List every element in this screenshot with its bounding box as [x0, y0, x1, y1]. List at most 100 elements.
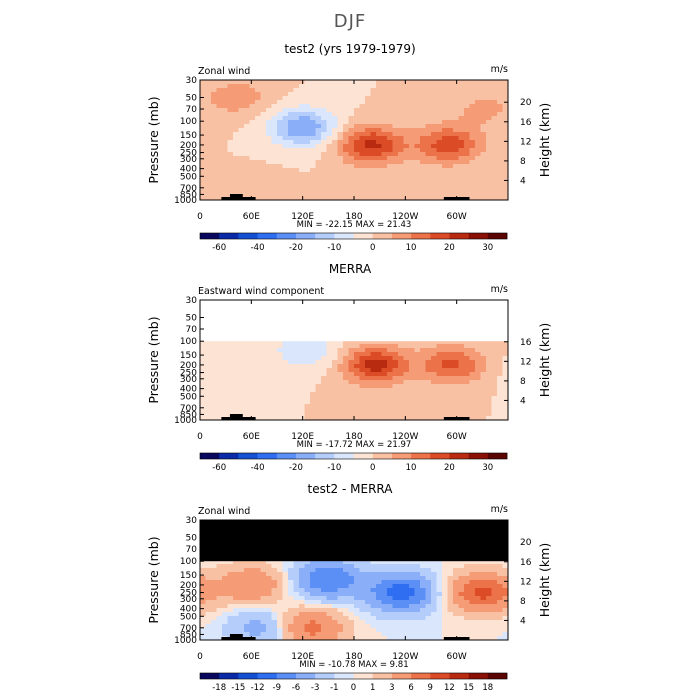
field-cell	[277, 584, 283, 589]
field-cell	[409, 156, 415, 161]
field-cell	[255, 408, 261, 413]
page-title: DJF	[334, 11, 367, 32]
field-cell	[387, 568, 393, 573]
field-cell	[480, 580, 487, 585]
field-cell	[222, 572, 228, 577]
field-cell	[486, 608, 492, 613]
field-cell	[205, 96, 212, 101]
field-cell	[447, 588, 454, 593]
field-cell	[288, 152, 294, 157]
field-cell	[315, 352, 322, 357]
field-cell	[447, 192, 454, 197]
field-cell	[332, 604, 338, 609]
field-cell	[398, 136, 404, 141]
field-cell	[486, 100, 492, 105]
field-cell	[227, 580, 234, 585]
field-cell	[326, 568, 333, 573]
field-cell	[227, 372, 234, 377]
field-cell	[381, 384, 388, 389]
field-cell	[282, 88, 289, 93]
field-cell	[222, 180, 228, 185]
field-cell	[266, 92, 272, 97]
field-cell	[249, 608, 256, 613]
field-cell	[376, 120, 382, 125]
field-cell	[200, 132, 206, 137]
field-cell	[425, 128, 432, 133]
colorbar-label: -20	[289, 243, 303, 253]
field-cell	[480, 152, 487, 157]
field-cell	[365, 372, 371, 377]
field-cell	[392, 412, 399, 417]
field-cell	[238, 356, 245, 361]
field-cell	[398, 396, 404, 401]
field-cell	[348, 408, 355, 413]
field-cell	[266, 364, 272, 369]
field-cell	[227, 132, 234, 137]
field-cell	[326, 560, 333, 565]
field-cell	[348, 96, 355, 101]
field-cell	[200, 388, 206, 393]
field-cell	[491, 616, 498, 621]
field-cell	[271, 196, 278, 201]
field-cell	[227, 380, 234, 385]
field-cell	[271, 408, 278, 413]
field-cell	[425, 168, 432, 173]
field-cell	[359, 148, 366, 153]
field-cell	[491, 144, 498, 149]
field-cell	[464, 612, 470, 617]
field-cell	[414, 372, 421, 377]
field-cell	[255, 160, 261, 165]
field-cell	[205, 140, 212, 145]
field-cell	[216, 124, 223, 129]
field-cell	[453, 572, 459, 577]
field-cell	[497, 592, 503, 597]
field-cell	[447, 108, 454, 113]
field-cell	[332, 88, 338, 93]
field-cell	[359, 116, 366, 121]
field-cell	[277, 592, 283, 597]
field-cell	[299, 356, 305, 361]
field-cell	[332, 176, 338, 181]
field-cell	[387, 168, 393, 173]
field-cell	[447, 368, 454, 373]
field-cell	[249, 148, 256, 153]
colorbar-label: -60	[212, 463, 226, 473]
field-cell	[249, 568, 256, 573]
field-cell	[365, 176, 371, 181]
field-cell	[431, 404, 437, 409]
field-cell	[244, 604, 250, 609]
field-cell	[381, 596, 388, 601]
field-cell	[205, 192, 212, 197]
field-cell	[337, 156, 344, 161]
field-cell	[277, 620, 283, 625]
field-cell	[211, 180, 217, 185]
field-cell	[233, 164, 239, 169]
field-cell	[288, 348, 294, 353]
field-cell	[211, 108, 217, 113]
field-cell	[238, 584, 245, 589]
field-cell	[343, 360, 349, 365]
colorbar-label: 0	[370, 463, 375, 473]
field-cell	[326, 416, 333, 421]
field-cell	[244, 360, 250, 365]
field-cell	[414, 84, 421, 89]
field-cell	[354, 148, 360, 153]
field-cell	[249, 192, 256, 197]
field-cell	[442, 384, 448, 389]
field-cell	[244, 348, 250, 353]
field-cell	[211, 416, 217, 421]
field-cell	[491, 600, 498, 605]
field-cell	[480, 392, 487, 397]
field-cell	[205, 588, 212, 593]
field-cell	[425, 368, 432, 373]
field-cell	[453, 116, 459, 121]
field-cell	[304, 156, 311, 161]
field-cell	[370, 176, 377, 181]
colorbar-swatch	[315, 233, 335, 239]
field-cell	[403, 380, 410, 385]
field-cell	[486, 404, 492, 409]
field-cell	[343, 104, 349, 109]
field-cell	[409, 568, 415, 573]
field-cell	[381, 612, 388, 617]
field-cell	[398, 340, 404, 345]
